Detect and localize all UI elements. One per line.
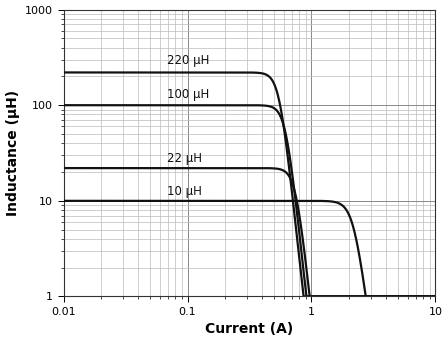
- Text: 100 μH: 100 μH: [167, 88, 209, 101]
- Text: 22 μH: 22 μH: [167, 152, 202, 165]
- Y-axis label: Inductance (μH): Inductance (μH): [5, 90, 20, 216]
- Text: 220 μH: 220 μH: [167, 54, 209, 67]
- X-axis label: Current (A): Current (A): [205, 323, 293, 337]
- Text: 10 μH: 10 μH: [167, 185, 202, 198]
